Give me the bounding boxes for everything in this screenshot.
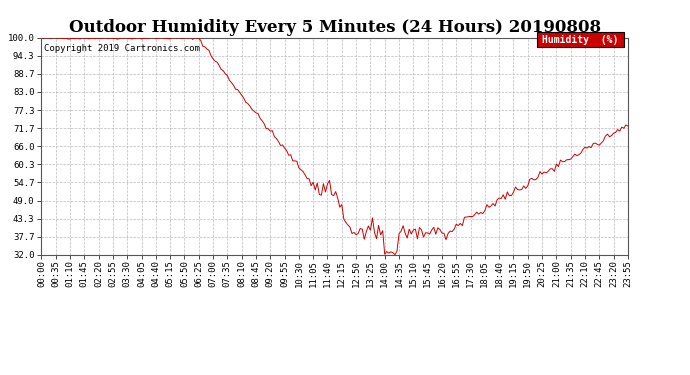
Text: Copyright 2019 Cartronics.com: Copyright 2019 Cartronics.com bbox=[44, 44, 200, 53]
FancyBboxPatch shape bbox=[537, 33, 624, 47]
Title: Outdoor Humidity Every 5 Minutes (24 Hours) 20190808: Outdoor Humidity Every 5 Minutes (24 Hou… bbox=[68, 19, 601, 36]
Text: Humidity  (%): Humidity (%) bbox=[542, 35, 618, 45]
